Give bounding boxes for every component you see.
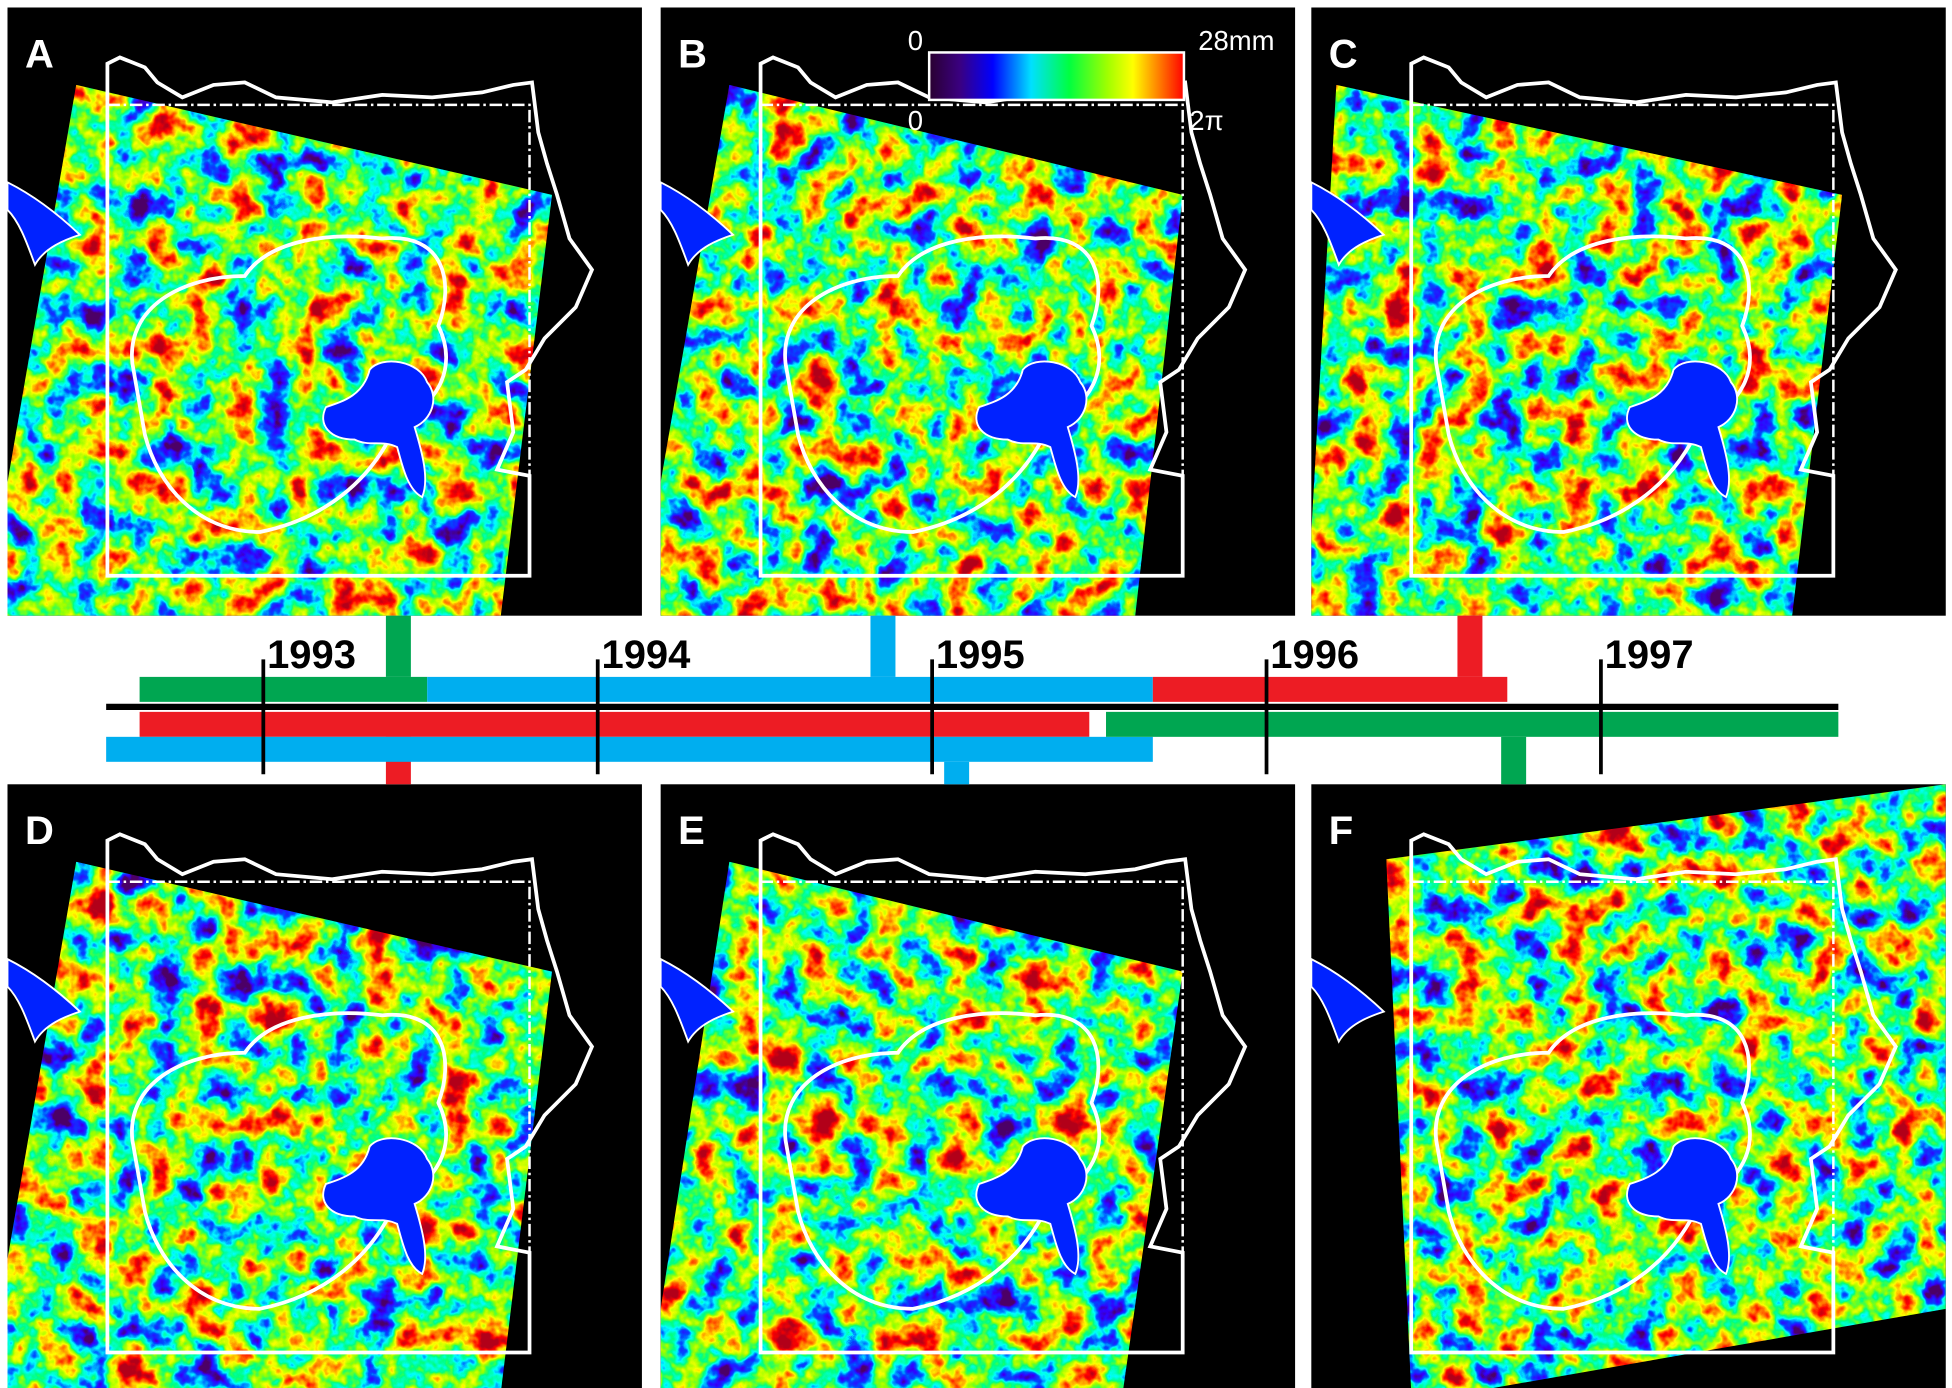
panel: F bbox=[1311, 784, 1945, 1388]
colorbar-gradient bbox=[929, 52, 1184, 99]
panel: E bbox=[661, 784, 1295, 1388]
colorbar-label: 2π bbox=[1189, 105, 1223, 136]
panel-label: E bbox=[678, 809, 705, 853]
panel-label: B bbox=[678, 32, 707, 76]
year-label: 1996 bbox=[1270, 633, 1359, 677]
page: {"panels": [ {"label": "A"}, {"label": "… bbox=[0, 0, 1952, 1388]
year-label: 1997 bbox=[1605, 633, 1694, 677]
panel: A bbox=[7, 7, 641, 615]
panel: C bbox=[1311, 7, 1945, 615]
year-label: 1993 bbox=[267, 633, 356, 677]
timeline: 1993 1994 1995 1996 1997 bbox=[106, 616, 1838, 785]
panel-label: A bbox=[25, 32, 54, 76]
interval-bar bbox=[1153, 677, 1507, 702]
panel-label: D bbox=[25, 809, 54, 853]
panel-label: C bbox=[1329, 32, 1358, 76]
panel: D bbox=[7, 784, 641, 1388]
interval-bar bbox=[427, 677, 1153, 702]
year-label: 1995 bbox=[936, 633, 1025, 677]
year-label: 1994 bbox=[601, 633, 690, 677]
colorbar-label: 28mm bbox=[1198, 25, 1274, 56]
figure: A B C D E F 0 28mm 0 2π 1993 1994 1995 1996 1997 bbox=[0, 0, 1952, 1388]
interval-connector bbox=[870, 616, 895, 677]
interval-bar bbox=[140, 677, 428, 702]
interval-connector bbox=[944, 762, 969, 784]
interval-connector bbox=[1501, 737, 1526, 784]
interval-connector bbox=[386, 616, 411, 677]
interval-connector bbox=[1457, 616, 1482, 677]
interval-bar bbox=[140, 712, 1090, 737]
colorbar-label: 0 bbox=[908, 105, 923, 136]
interval-bar bbox=[1106, 712, 1838, 737]
colorbar-label: 0 bbox=[908, 25, 923, 56]
panel-label: F bbox=[1329, 809, 1353, 853]
